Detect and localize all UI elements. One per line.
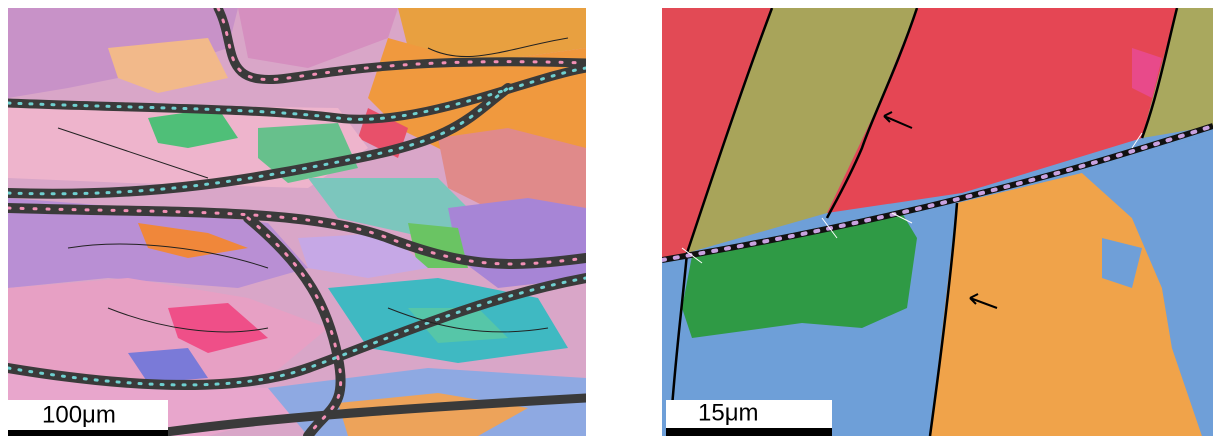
scale-bar-label: 15μm bbox=[698, 399, 759, 426]
ebsd-map-right: 15μm bbox=[662, 8, 1213, 436]
scale-bar-label: 100μm bbox=[42, 401, 116, 428]
ebsd-map-left: 100μm bbox=[8, 8, 586, 436]
